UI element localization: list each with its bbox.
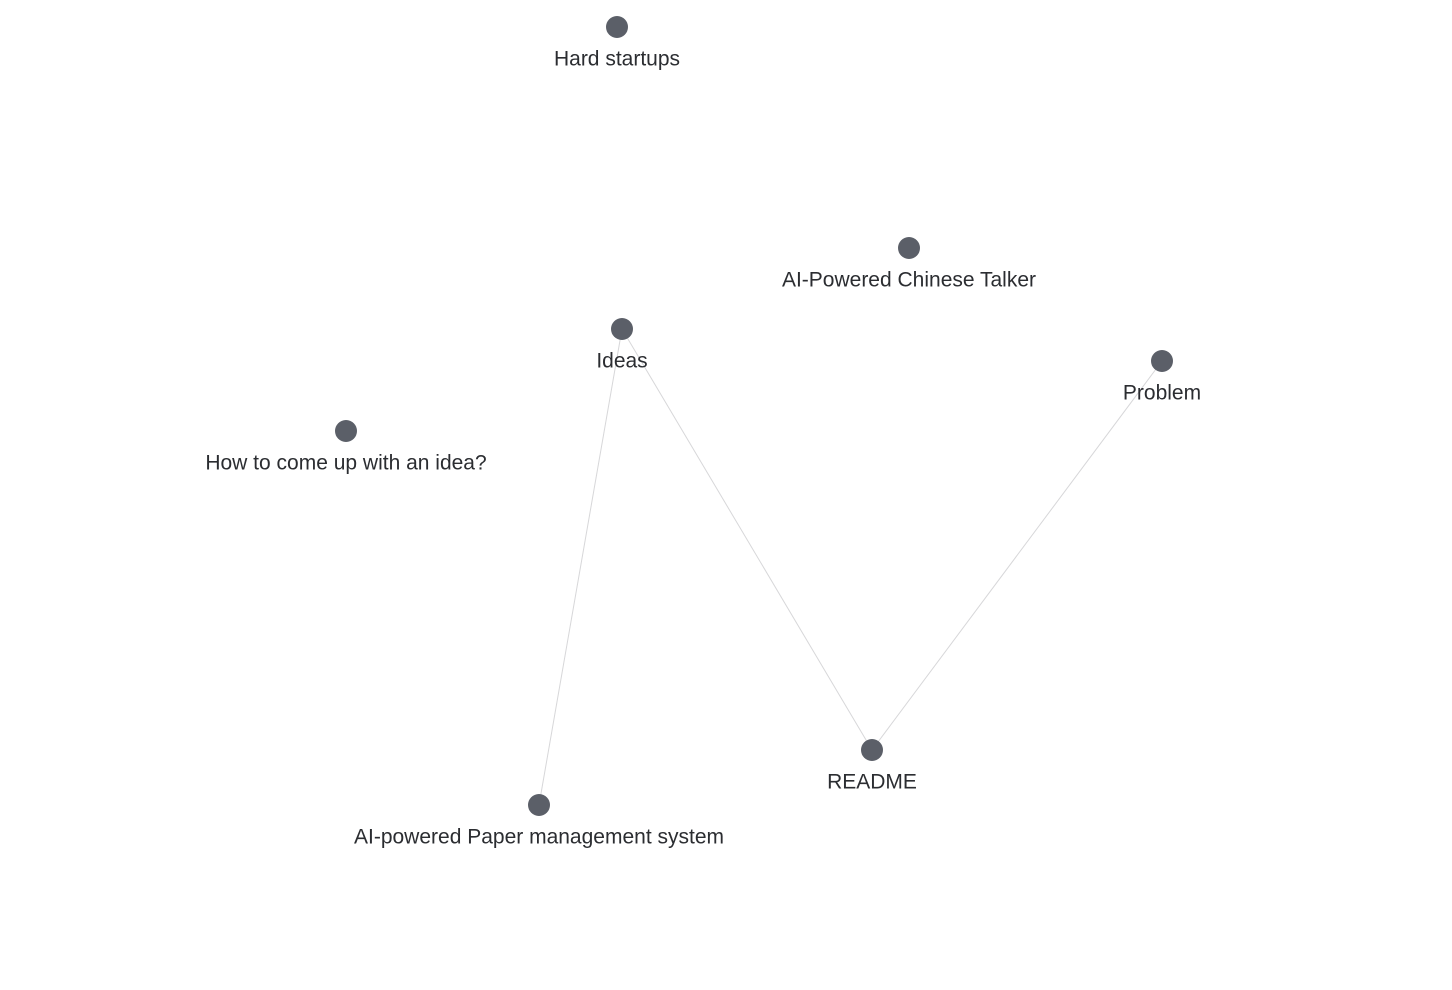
node-readme-label[interactable]: README [827,771,917,794]
node-how-to-come-up-with-an-idea[interactable]: How to come up with an idea? [205,420,487,475]
node-ai-powered-paper-management-system-dot[interactable] [528,794,550,816]
node-readme[interactable]: README [827,739,917,794]
node-ai-powered-chinese-talker-dot[interactable] [898,237,920,259]
node-ai-powered-chinese-talker-label[interactable]: AI-Powered Chinese Talker [782,269,1036,292]
node-hard-startups[interactable]: Hard startups [554,16,680,71]
node-ideas-label[interactable]: Ideas [596,350,647,373]
edge-ideas-readme [621,328,873,751]
node-ai-powered-paper-management-system[interactable]: AI-powered Paper management system [354,794,724,849]
edges-layer [538,328,1163,806]
nodes-layer: Hard startups AI-Powered Chinese Talker … [205,16,1201,849]
node-problem-label[interactable]: Problem [1123,382,1201,405]
node-ai-powered-paper-management-system-label[interactable]: AI-powered Paper management system [354,826,724,849]
node-hard-startups-label[interactable]: Hard startups [554,48,680,71]
node-ideas[interactable]: Ideas [596,318,648,373]
node-hard-startups-dot[interactable] [606,16,628,38]
node-problem-dot[interactable] [1151,350,1173,372]
edge-ideas-ai-powered-paper-management-system [538,328,623,806]
node-how-to-come-up-with-an-idea-dot[interactable] [335,420,357,442]
node-ai-powered-chinese-talker[interactable]: AI-Powered Chinese Talker [782,237,1036,292]
node-how-to-come-up-with-an-idea-label[interactable]: How to come up with an idea? [205,452,486,475]
node-readme-dot[interactable] [861,739,883,761]
edge-readme-problem [871,360,1163,751]
node-ideas-dot[interactable] [611,318,633,340]
node-problem[interactable]: Problem [1123,350,1201,405]
